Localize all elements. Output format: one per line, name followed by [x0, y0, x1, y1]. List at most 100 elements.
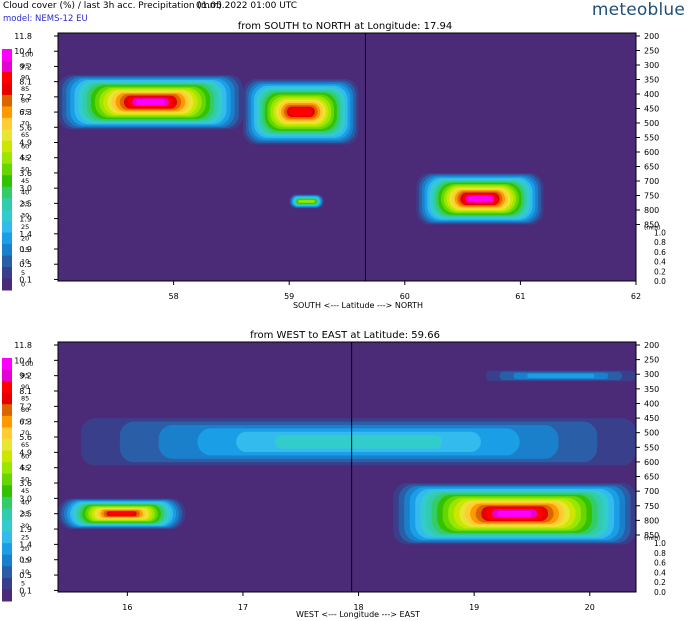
legend-label: 50: [21, 476, 29, 484]
altitude-tick-label: 0.5: [19, 571, 32, 580]
x-tick-label: 58: [169, 292, 179, 301]
legend-label: 25: [21, 533, 29, 541]
legend-swatch: [2, 485, 12, 498]
altitude-tick-label: 4.2: [19, 154, 32, 163]
legend-swatch: [2, 566, 12, 579]
legend-swatch: [2, 71, 12, 84]
legend-label: 60: [21, 143, 29, 151]
pressure-tick-label: 750: [644, 191, 659, 200]
precip-tick-label: 0.8: [654, 238, 666, 247]
pressure-tick-label: 850: [644, 531, 659, 540]
legend-label: 95: [21, 371, 29, 379]
legend-label: 70: [21, 429, 29, 437]
legend-swatch: [2, 554, 12, 567]
legend-label: 65: [21, 441, 29, 449]
pressure-tick-label: 750: [644, 502, 659, 511]
panel-1-title: from SOUTH to NORTH at Longitude: 17.94: [237, 21, 453, 32]
legend-swatch: [2, 473, 12, 486]
legend-label: 45: [21, 177, 29, 185]
altitude-tick-label: 8.1: [19, 387, 32, 396]
pressure-tick-label: 350: [644, 75, 659, 84]
cloud-contour: [289, 108, 313, 116]
legend-label: 20: [21, 234, 29, 242]
legend-swatch: [2, 462, 12, 475]
cloud-contour: [527, 373, 595, 379]
legend-label: 35: [21, 510, 29, 518]
legend-label: 30: [21, 211, 29, 219]
pressure-tick-label: 200: [644, 341, 659, 350]
altitude-tick-label: 7.2: [19, 93, 32, 102]
plot-background: [58, 342, 636, 592]
cloud-feature-1: [81, 418, 637, 466]
legend-swatch: [2, 577, 12, 590]
legend-label: 35: [21, 200, 29, 208]
pressure-tick-label: 500: [644, 429, 659, 438]
pressure-tick-label: 800: [644, 516, 659, 525]
legend-swatch: [2, 94, 12, 107]
precip-unit-label: (mm): [644, 224, 660, 231]
legend-swatch: [2, 198, 12, 211]
precip-tick-label: 0.8: [654, 549, 666, 558]
altitude-tick-label: 1.9: [19, 525, 32, 534]
legend-label: 30: [21, 522, 29, 530]
legend-label: 85: [21, 395, 29, 403]
altitude-tick-label: 1.4: [19, 230, 32, 239]
x-axis-label: WEST <--- Longitude ---> EAST: [296, 610, 420, 619]
panel-2-title: from WEST to EAST at Latitude: 59.66: [250, 330, 440, 341]
legend-swatch: [2, 255, 12, 268]
altitude-tick-label: 3.0: [19, 494, 32, 503]
legend-label: 85: [21, 85, 29, 93]
pressure-tick-label: 300: [644, 370, 659, 379]
legend-label: 80: [21, 406, 29, 414]
plot-frame: [57, 341, 637, 593]
cloud-contour: [136, 99, 165, 105]
legend-label: 10: [21, 568, 29, 576]
legend-label: 0: [21, 280, 25, 288]
cloud-feature-2: [58, 498, 186, 530]
pressure-tick-label: 500: [644, 119, 659, 128]
legend-swatch: [2, 450, 12, 463]
x-tick-label: 62: [631, 292, 641, 301]
altitude-tick-label: 4.9: [19, 139, 32, 148]
altitude-tick-label: 11.8: [14, 341, 32, 350]
legend-label: 100: [21, 51, 33, 59]
altitude-tick-label: 9.2: [19, 372, 32, 381]
panel-1: [2, 32, 640, 291]
legend-label: 90: [21, 74, 29, 82]
altitude-tick-label: 0.9: [19, 556, 32, 565]
pressure-tick-label: 600: [644, 148, 659, 157]
legend-swatch: [2, 267, 12, 280]
legend-swatch: [2, 496, 12, 509]
legend-label: 0: [21, 591, 25, 599]
pressure-tick-label: 550: [644, 133, 659, 142]
legend-label: 5: [21, 269, 25, 277]
legend-label: 20: [21, 545, 29, 553]
pressure-tick-label: 450: [644, 104, 659, 113]
altitude-tick-label: 4.9: [19, 448, 32, 457]
legend-label: 25: [21, 223, 29, 231]
altitude-tick-label: 4.2: [19, 464, 32, 473]
pressure-tick-label: 650: [644, 473, 659, 482]
cloud-contour: [497, 510, 532, 517]
legend-label: 5: [21, 580, 25, 588]
precip-tick-label: 0.4: [654, 258, 666, 267]
legend-swatch: [2, 404, 12, 417]
cloud-contour: [275, 435, 443, 449]
plot-background: [58, 33, 636, 281]
pressure-tick-label: 550: [644, 443, 659, 452]
altitude-tick-label: 2.5: [19, 510, 32, 519]
legend-label: 45: [21, 487, 29, 495]
altitude-tick-label: 0.1: [19, 586, 32, 595]
altitude-tick-label: 3.6: [19, 479, 32, 488]
legend-swatch: [2, 589, 12, 602]
altitude-tick-label: 5.6: [19, 123, 32, 132]
plot-frame: [57, 32, 637, 282]
legend-swatch: [2, 83, 12, 96]
legend-label: 65: [21, 131, 29, 139]
altitude-tick-label: 0.1: [19, 275, 32, 284]
altitude-tick-label: 3.6: [19, 169, 32, 178]
pressure-tick-label: 700: [644, 487, 659, 496]
legend-swatch: [2, 152, 12, 165]
legend-swatch: [2, 106, 12, 119]
